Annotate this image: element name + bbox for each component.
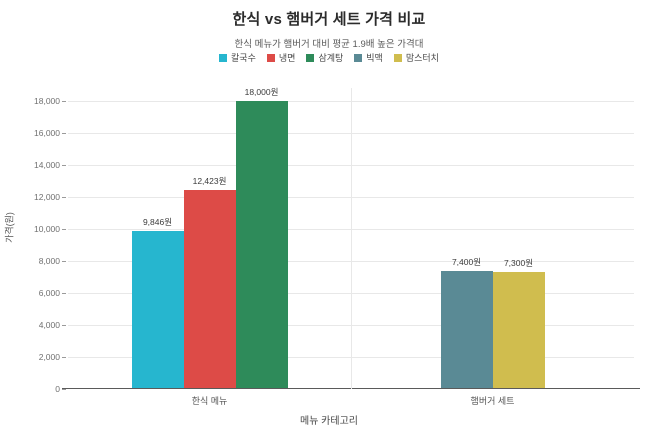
- legend-item-label: 삼계탕: [318, 53, 344, 63]
- y-axis-tick-mark: [62, 260, 66, 262]
- bar[interactable]: 7,300원: [492, 258, 545, 389]
- bar-value-label: 9,846원: [142, 217, 173, 228]
- y-axis-tick-label: 6,000: [38, 287, 60, 298]
- y-axis-tick-label: 16,000: [34, 127, 60, 138]
- legend-swatch-icon: [354, 53, 363, 62]
- legend-swatch-icon: [393, 53, 402, 62]
- bar[interactable]: 12,423원: [183, 176, 236, 389]
- y-axis-tick-mark: [62, 100, 66, 102]
- bar-value-label: 7,400원: [451, 256, 482, 267]
- y-axis-tick-mark: [62, 196, 66, 198]
- legend-item[interactable]: 칼국수: [219, 51, 256, 64]
- y-axis-tick-label: 8,000: [38, 255, 60, 266]
- y-axis-tick-mark: [62, 324, 66, 326]
- y-axis-tick-mark: [62, 228, 66, 230]
- y-axis-tick-label: 0: [55, 384, 60, 394]
- bar[interactable]: 18,000원: [235, 87, 288, 389]
- legend-item[interactable]: 빅맥: [354, 51, 383, 64]
- y-axis-tick-label: 10,000: [34, 223, 60, 234]
- chart-legend: 칼국수 냉면 삼계탕 빅맥 맘스터치: [0, 51, 658, 64]
- chart-subtitle: 한식 메뉴가 햄버거 대비 평균 1.9배 높은 가격대: [234, 39, 424, 50]
- legend-swatch-icon: [219, 53, 228, 62]
- y-axis-tick-mark: [62, 356, 66, 358]
- legend-item-label: 맘스터치: [405, 53, 439, 63]
- x-axis-tick-label: 한식 메뉴: [191, 396, 228, 406]
- y-axis-tick-mark: [62, 292, 66, 294]
- bar-value-label: 7,300원: [503, 258, 534, 269]
- y-axis-tick-label: 18,000: [34, 95, 60, 106]
- legend-item[interactable]: 삼계탕: [306, 51, 343, 64]
- legend-item-label: 냉면: [278, 53, 296, 63]
- legend-swatch-icon: [306, 53, 315, 62]
- legend-swatch-icon: [266, 53, 275, 62]
- x-axis-title: 메뉴 카테고리: [300, 416, 358, 427]
- y-axis-tick-label: 4,000: [38, 319, 60, 330]
- y-axis-tick-label: 12,000: [34, 191, 60, 202]
- category-divider: [351, 88, 352, 389]
- bar-value-label: 18,000원: [244, 86, 279, 97]
- y-axis-tick-label: 2,000: [38, 351, 60, 362]
- bar[interactable]: 9,846원: [131, 217, 184, 389]
- chart-title: 한식 vs 햄버거 세트 가격 비교: [232, 11, 426, 28]
- y-axis-tick-label: 14,000: [34, 159, 60, 170]
- legend-item[interactable]: 냉면: [266, 51, 296, 64]
- bar[interactable]: 7,400원: [440, 257, 493, 389]
- y-axis-tick-mark: [62, 389, 66, 390]
- legend-item[interactable]: 맘스터치: [393, 51, 439, 64]
- bar-value-label: 12,423원: [192, 176, 227, 187]
- legend-item-label: 빅맥: [366, 53, 383, 63]
- x-axis-tick-label: 햄버거 세트: [470, 396, 515, 406]
- plot-area: 9,846원 12,423원 18,000원 7,400원 7,300원: [62, 87, 640, 389]
- y-axis-tick-mark: [62, 132, 66, 134]
- y-axis-tick-mark: [62, 164, 66, 166]
- legend-item-label: 칼국수: [231, 53, 256, 63]
